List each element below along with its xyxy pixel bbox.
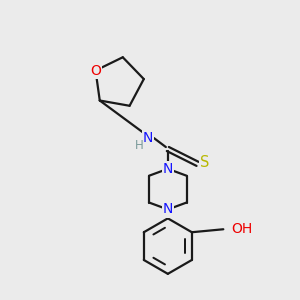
- Text: N: N: [143, 131, 153, 145]
- Text: O: O: [90, 64, 101, 77]
- Text: OH: OH: [231, 222, 253, 236]
- Text: N: N: [163, 162, 173, 176]
- Text: N: N: [163, 202, 173, 216]
- Text: H: H: [135, 139, 143, 152]
- Text: S: S: [200, 155, 209, 170]
